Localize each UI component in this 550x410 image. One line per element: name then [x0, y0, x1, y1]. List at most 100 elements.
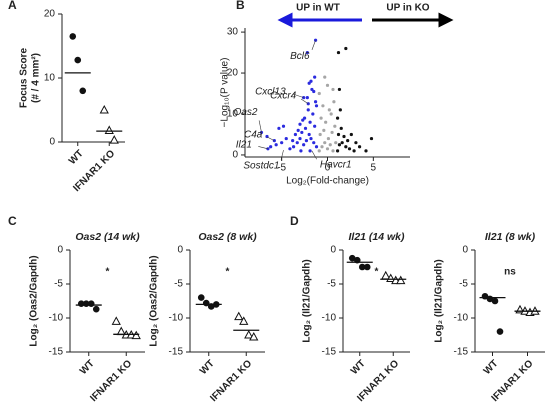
y-tick-label: -5 — [54, 279, 63, 290]
data-point — [322, 128, 326, 132]
data-point — [305, 96, 309, 100]
data-point — [298, 136, 302, 141]
significance: * — [226, 267, 230, 278]
y-tick-label: -15 — [454, 347, 469, 358]
y-tick-label: 0 — [462, 245, 468, 256]
x-tick-label: WT — [349, 358, 368, 377]
data-point — [335, 116, 340, 120]
data-point — [249, 331, 259, 341]
data-point — [307, 132, 311, 137]
data-point — [325, 83, 330, 87]
data-point — [239, 316, 249, 325]
data-point — [337, 143, 342, 147]
significance: ns — [504, 267, 516, 278]
y-tick-label: 0 — [49, 137, 55, 148]
data-point — [284, 136, 288, 141]
y-axis-label: (# / 4 mm²) — [31, 53, 42, 103]
data-point — [109, 135, 119, 144]
data-point — [328, 143, 332, 147]
data-point — [310, 87, 314, 92]
data-point — [332, 100, 336, 104]
data-point — [74, 56, 82, 64]
data-point — [348, 254, 356, 262]
data-point — [234, 311, 244, 321]
y-axis-label: Log₂ (Oas2/Gapdh) — [29, 255, 40, 346]
data-point — [281, 124, 286, 128]
data-point — [318, 132, 322, 137]
direction-label: UP in WT — [296, 3, 340, 14]
data-point — [333, 124, 337, 128]
data-point — [331, 149, 335, 153]
data-point — [323, 141, 327, 145]
data-point — [308, 149, 312, 153]
gene-label: Cxcl13 — [255, 86, 286, 97]
data-point — [288, 147, 292, 151]
data-point — [313, 124, 317, 128]
data-point — [313, 100, 318, 104]
data-point — [274, 143, 278, 147]
data-point — [312, 141, 316, 145]
data-point — [302, 116, 307, 120]
data-point — [295, 141, 299, 145]
data-point — [92, 305, 100, 313]
panel-title: Oas2 (14 wk) — [75, 231, 140, 243]
panel-title: Oas2 (8 wk) — [198, 231, 257, 243]
data-point — [313, 75, 317, 79]
data-point — [244, 329, 254, 339]
data-point — [335, 149, 340, 153]
y-tick-label: -15 — [322, 347, 337, 358]
data-point — [317, 91, 321, 96]
data-point — [325, 147, 330, 151]
data-point — [307, 81, 311, 85]
data-point — [320, 145, 324, 149]
y-tick-label: -5 — [327, 279, 336, 290]
x-axis-label: Log₂(Fold-change) — [286, 176, 369, 187]
y-tick-label: 20 — [44, 9, 56, 20]
data-point — [496, 328, 504, 335]
data-point — [298, 122, 302, 126]
data-point — [304, 139, 309, 143]
data-point — [116, 326, 126, 336]
data-point — [347, 147, 352, 151]
panel-title: Il21 (14 wk) — [348, 231, 405, 243]
data-point — [327, 108, 331, 112]
direction-label: UP in KO — [386, 3, 429, 14]
data-point — [303, 126, 308, 130]
data-point — [302, 143, 306, 147]
data-point — [99, 104, 109, 114]
x-tick-label: 5 — [371, 163, 377, 174]
data-point — [369, 136, 374, 141]
data-point — [197, 294, 205, 301]
data-point — [111, 316, 121, 325]
panel-title: Il21 (8 wk) — [485, 231, 536, 243]
y-tick-label: -10 — [322, 313, 337, 324]
data-point — [319, 116, 323, 120]
y-tick-label: 0 — [177, 245, 183, 256]
data-point — [346, 139, 350, 143]
y-tick-label: 0 — [232, 150, 238, 161]
gene-label: Oas2 — [234, 107, 258, 118]
data-point — [363, 263, 371, 271]
data-point — [330, 130, 334, 135]
annotation-leader — [280, 149, 284, 160]
y-tick-label: -10 — [49, 313, 64, 324]
data-point — [329, 112, 333, 116]
data-point — [321, 104, 325, 108]
data-point — [300, 130, 304, 135]
y-tick-label: 20 — [227, 68, 239, 79]
data-point — [317, 149, 321, 153]
significance: * — [375, 267, 379, 278]
data-point — [336, 50, 341, 55]
x-tick-label: 0 — [325, 163, 331, 174]
y-tick-label: 10 — [227, 109, 239, 120]
data-point — [324, 120, 328, 124]
data-point — [104, 125, 114, 134]
y-tick-label: 30 — [227, 27, 239, 38]
data-point — [131, 330, 141, 340]
data-point — [305, 50, 309, 55]
x-tick-label: WT — [67, 148, 86, 167]
data-point — [352, 149, 356, 153]
y-tick-label: 10 — [44, 73, 56, 84]
gene-label: Il21 — [236, 139, 252, 150]
y-tick-label: -10 — [169, 313, 184, 324]
